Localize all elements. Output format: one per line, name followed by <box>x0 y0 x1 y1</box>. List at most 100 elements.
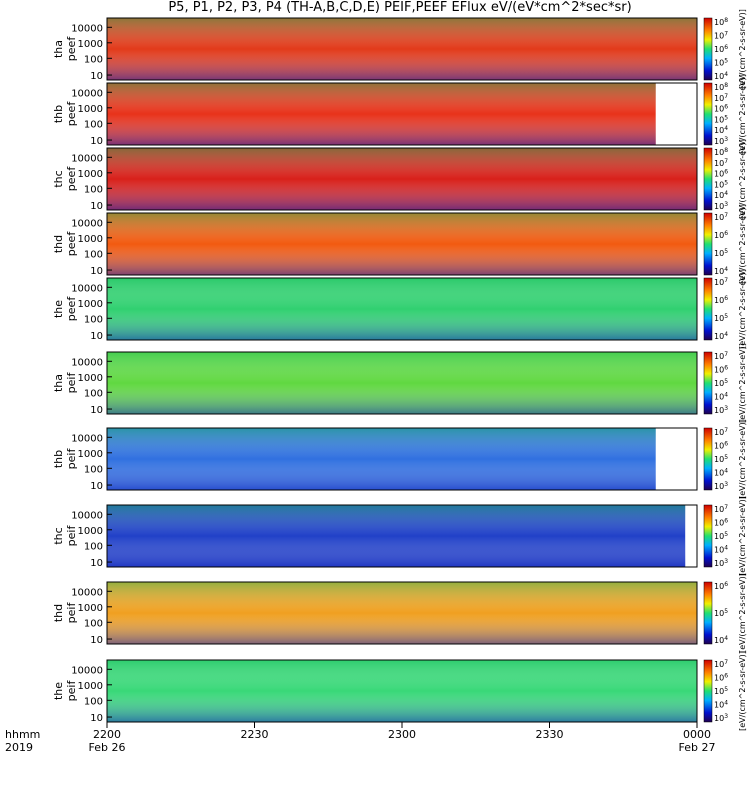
x-tick-label: 2330 <box>536 728 564 741</box>
colorbar-tick-label: 106 <box>714 441 728 451</box>
colorbar-tick-label: 107 <box>714 31 728 41</box>
y-tick-label: 10000 <box>71 88 103 99</box>
panel-frame <box>106 427 698 491</box>
colorbar-unit-label: [eV/(cm^2-s-sr-eV)] <box>738 496 747 576</box>
spectrogram-shading <box>107 278 697 340</box>
colorbar-tick-label: 108 <box>714 147 728 157</box>
panel-frame <box>106 17 698 81</box>
colorbar-tick-label: 104 <box>714 71 728 81</box>
y-tick-label: 10000 <box>71 23 103 34</box>
colorbar-unit-label: [eV/(cm^2-s-sr-eV)] <box>738 204 747 284</box>
colorbar-tick-label: 106 <box>714 518 728 528</box>
colorbar-tick-label: 105 <box>714 454 728 464</box>
colorbar <box>703 82 713 146</box>
colorbar-tick-label: 104 <box>714 266 728 276</box>
colorbar-tick-label: 103 <box>714 713 728 723</box>
y-tick-label: 10 <box>90 405 103 416</box>
colorbar-tick-label: 106 <box>714 581 728 591</box>
colorbar-tick-label: 105 <box>714 179 728 189</box>
y-tick-label: 1000 <box>78 526 103 537</box>
colorbar <box>703 17 713 81</box>
colorbar-tick-label: 106 <box>714 104 728 114</box>
y-tick-label: 100 <box>84 184 103 195</box>
panel-frame <box>106 147 698 211</box>
colorbar-tick-label: 105 <box>714 248 728 258</box>
spectrogram-shading <box>107 352 697 414</box>
colorbar-tick-label: 105 <box>714 608 728 618</box>
x-tick-date: Feb 27 <box>679 741 716 754</box>
colorbar-unit-label: [eV/(cm^2-s-sr-eV)] <box>738 419 747 499</box>
colorbar-tick-label: 106 <box>714 169 728 179</box>
y-tick-label: 100 <box>84 388 103 399</box>
y-tick-label: 100 <box>84 464 103 475</box>
colorbar-tick-label: 108 <box>714 17 728 27</box>
y-tick-label: 10 <box>90 558 103 569</box>
panel-frame <box>106 212 698 276</box>
colorbar-tick-label: 106 <box>714 295 728 305</box>
y-tick-label: 10000 <box>71 357 103 368</box>
y-tick-label: 100 <box>84 249 103 260</box>
x-tick-label: 0000 <box>683 728 711 741</box>
spectrogram-shading <box>107 213 697 275</box>
colorbar-tick-label: 104 <box>714 468 728 478</box>
y-tick-label: 10000 <box>71 665 103 676</box>
spectrogram-shading <box>107 660 697 722</box>
y-tick-label: 10 <box>90 266 103 277</box>
colorbar <box>703 351 713 415</box>
colorbar-tick-label: 104 <box>714 545 728 555</box>
spectrogram-shading <box>107 148 697 210</box>
panel-frame <box>106 82 698 146</box>
y-tick-label: 1000 <box>78 234 103 245</box>
colorbar <box>703 504 713 568</box>
colorbar-tick-label: 106 <box>714 673 728 683</box>
panel-ylabel: thapeef <box>52 36 78 62</box>
y-tick-label: 1000 <box>78 373 103 384</box>
y-tick-label: 100 <box>84 618 103 629</box>
colorbar-tick-label: 103 <box>714 405 728 415</box>
colorbar <box>703 659 713 723</box>
colorbar-tick-label: 104 <box>714 331 728 341</box>
x-tick-label: 2200 <box>93 728 121 741</box>
y-tick-label: 1000 <box>78 299 103 310</box>
y-tick-label: 10000 <box>71 587 103 598</box>
y-tick-label: 10 <box>90 71 103 82</box>
y-tick-label: 100 <box>84 314 103 325</box>
colorbar-tick-label: 105 <box>714 114 728 124</box>
colorbar-tick-label: 108 <box>714 82 728 92</box>
colorbar-tick-label: 103 <box>714 201 728 211</box>
colorbar-tick-label: 105 <box>714 313 728 323</box>
colorbar <box>703 581 713 645</box>
panel-ylabel: thbpeef <box>52 101 78 127</box>
panel-ylabel: thapeif <box>52 372 78 394</box>
panel-frame <box>106 277 698 341</box>
colorbar-tick-label: 107 <box>714 93 728 103</box>
colorbar-tick-label: 103 <box>714 136 728 146</box>
y-tick-label: 1000 <box>78 169 103 180</box>
colorbar-unit-label: [eV/(cm^2-s-sr-eV)] <box>738 74 747 154</box>
colorbar-tick-label: 107 <box>714 277 728 287</box>
colorbar <box>703 147 713 211</box>
colorbar-tick-label: 105 <box>714 378 728 388</box>
panel-frame <box>106 504 698 568</box>
colorbar-tick-label: 106 <box>714 230 728 240</box>
plot-title: P5, P1, P2, P3, P4 (TH-A,B,C,D,E) PEIF,P… <box>168 0 632 15</box>
panel-ylabel: thcpeef <box>52 166 78 192</box>
colorbar-tick-label: 104 <box>714 125 728 135</box>
colorbar-tick-label: 107 <box>714 212 728 222</box>
y-tick-label: 1000 <box>78 603 103 614</box>
colorbar-tick-label: 104 <box>714 635 728 645</box>
colorbar-unit-label: [eV/(cm^2-s-sr-eV)] <box>738 343 747 423</box>
colorbar-unit-label: [eV/(cm^2-s-sr-eV)] <box>738 651 747 731</box>
colorbar-tick-label: 104 <box>714 392 728 402</box>
y-tick-label: 10 <box>90 635 103 646</box>
colorbar-tick-label: 107 <box>714 504 728 514</box>
colorbar-tick-label: 105 <box>714 58 728 68</box>
x-axis-label: hhmm <box>5 728 40 741</box>
colorbar-tick-label: 103 <box>714 558 728 568</box>
colorbar-tick-label: 105 <box>714 686 728 696</box>
colorbar-tick-label: 107 <box>714 158 728 168</box>
colorbar <box>703 427 713 491</box>
y-tick-label: 10 <box>90 331 103 342</box>
spectrogram-shading <box>107 582 697 644</box>
